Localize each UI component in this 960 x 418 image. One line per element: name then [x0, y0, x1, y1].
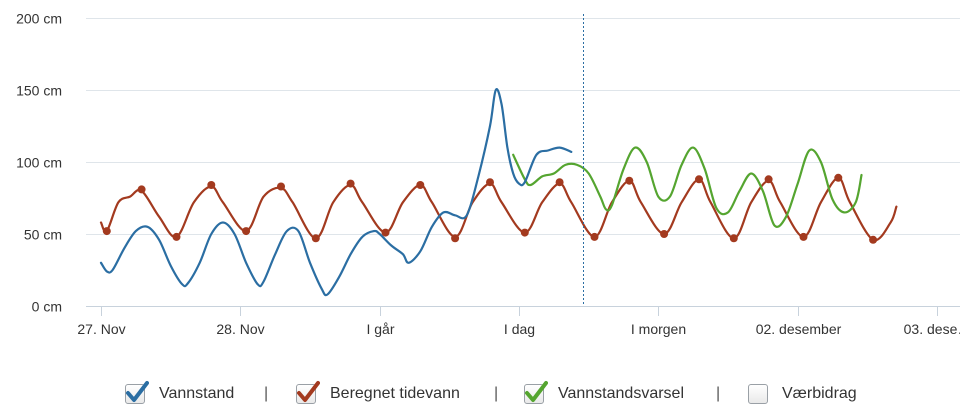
x-tick-label: 27. Nov — [77, 321, 125, 337]
check-icon — [126, 381, 149, 402]
checkbox-vannstandsvarsel[interactable] — [524, 381, 548, 404]
tide-marker — [102, 227, 111, 236]
tide-marker — [520, 228, 529, 237]
legend-item-vannstand[interactable]: Vannstand — [125, 378, 234, 410]
legend-label-vaerbidrag: Værbidrag — [782, 385, 857, 402]
x-tick-label: I dag — [504, 321, 535, 337]
checkbox-vannstand[interactable] — [125, 381, 149, 404]
legend-item-vannstandsvarsel[interactable]: Vannstandsvarsel — [524, 378, 684, 410]
legend-item-vaerbidrag[interactable]: Værbidrag — [748, 378, 857, 410]
checkbox-vaerbidrag[interactable] — [748, 384, 768, 404]
tide-marker — [346, 179, 355, 188]
y-tick-label: 200 cm — [16, 11, 62, 27]
legend-separator: | — [494, 385, 499, 402]
tide-marker — [311, 234, 320, 243]
tide-marker — [764, 175, 773, 184]
tide-marker — [242, 227, 251, 236]
tide-marker — [660, 230, 669, 238]
legend-label-beregnet-tidevann: Beregnet tidevann — [330, 385, 460, 402]
x-axis: 27. Nov 28. Nov I går I dag I morgen 02. dese… — [77, 306, 960, 337]
grid-lines — [86, 18, 960, 307]
legend: Vannstand | Beregnet tidevann | Vannstan… — [0, 378, 960, 410]
y-tick-label: 50 cm — [24, 227, 62, 243]
tide-marker — [729, 234, 738, 243]
tide-marker — [590, 232, 599, 241]
x-tick-label: 28. Nov — [216, 321, 264, 337]
series-line-vannstandsvarsel — [512, 146, 863, 228]
legend-separator: | — [264, 385, 269, 402]
tide-marker — [207, 181, 216, 189]
tide-marker — [799, 232, 808, 241]
tide-marker — [172, 232, 181, 241]
tide-marker — [869, 235, 878, 244]
checkbox-beregnet-tidevann[interactable] — [296, 381, 320, 404]
series-line-beregnet-tidevann — [99, 176, 898, 242]
series-line-vannstand — [99, 88, 573, 297]
x-tick-label: I går — [366, 321, 394, 337]
tide-marker — [277, 182, 285, 191]
check-icon — [297, 381, 320, 402]
tide-marker — [555, 178, 564, 187]
legend-label-vannstand: Vannstand — [159, 385, 235, 402]
tide-marker — [451, 234, 460, 243]
legend-separator: | — [716, 385, 721, 402]
y-axis: 0 cm 50 cm 100 cm 150 cm 200 cm — [16, 11, 62, 315]
series-lines — [99, 88, 898, 297]
check-icon — [525, 381, 548, 402]
tide-chart: 0 cm 50 cm 100 cm 150 cm 200 cm 27. Nov 28. N… — [16, 11, 960, 337]
tide-marker — [834, 173, 843, 182]
tide-marker — [137, 185, 146, 194]
tide-marker — [381, 228, 390, 237]
tide-marker — [486, 178, 494, 187]
x-tick-label: 02. desember — [756, 321, 842, 337]
legend-item-beregnet-tidevann[interactable]: Beregnet tidevann — [296, 378, 460, 410]
tide-marker — [695, 175, 703, 184]
tide-marker — [625, 176, 634, 185]
x-tick-label: 03. dese… — [904, 321, 960, 337]
legend-label-vannstandsvarsel: Vannstandsvarsel — [558, 385, 684, 402]
y-tick-label: 100 cm — [16, 155, 62, 171]
y-tick-label: 150 cm — [16, 83, 62, 99]
y-tick-label: 0 cm — [32, 299, 62, 315]
tide-marker — [416, 181, 425, 189]
x-tick-label: I morgen — [631, 321, 686, 337]
tide-markers — [102, 173, 878, 244]
